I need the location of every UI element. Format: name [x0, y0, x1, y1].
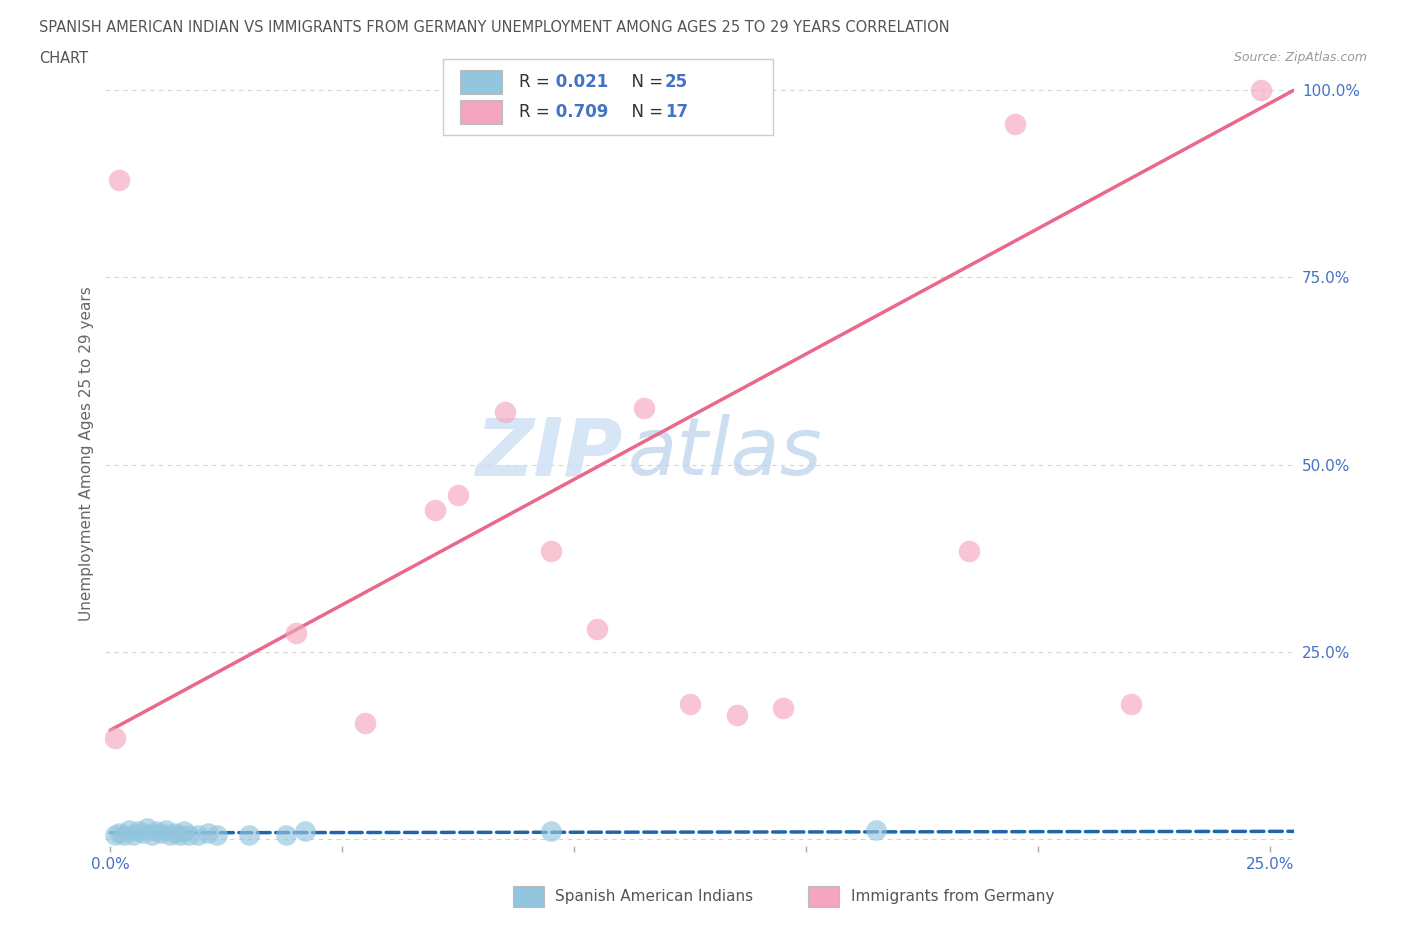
- Point: [205, 828, 228, 843]
- Point: [772, 700, 794, 715]
- Text: N =: N =: [621, 102, 669, 121]
- Point: [159, 828, 181, 843]
- Point: [276, 828, 298, 843]
- Text: SPANISH AMERICAN INDIAN VS IMMIGRANTS FROM GERMANY UNEMPLOYMENT AMONG AGES 25 TO: SPANISH AMERICAN INDIAN VS IMMIGRANTS FR…: [39, 20, 950, 35]
- Point: [187, 828, 209, 843]
- Point: [108, 173, 131, 188]
- Point: [141, 828, 163, 843]
- Point: [294, 824, 316, 839]
- Point: [122, 828, 145, 843]
- Point: [447, 487, 470, 502]
- Text: ZIP: ZIP: [475, 415, 623, 492]
- Point: [865, 822, 887, 837]
- Point: [725, 708, 748, 723]
- Point: [494, 405, 516, 419]
- Y-axis label: Unemployment Among Ages 25 to 29 years: Unemployment Among Ages 25 to 29 years: [79, 286, 94, 620]
- Text: atlas: atlas: [628, 415, 823, 492]
- Text: 0.021: 0.021: [550, 73, 607, 91]
- Text: 25: 25: [665, 73, 688, 91]
- Point: [131, 826, 153, 841]
- Point: [284, 626, 307, 641]
- Point: [586, 622, 609, 637]
- Point: [173, 824, 195, 839]
- Point: [354, 715, 377, 730]
- Point: [633, 401, 655, 416]
- Point: [136, 820, 159, 835]
- Point: [679, 697, 702, 711]
- Point: [150, 826, 173, 841]
- Text: 0.709: 0.709: [550, 102, 609, 121]
- Text: R =: R =: [519, 73, 555, 91]
- Point: [155, 822, 177, 837]
- Text: 17: 17: [665, 102, 688, 121]
- Text: R =: R =: [519, 102, 555, 121]
- Point: [957, 543, 980, 558]
- Point: [197, 826, 219, 841]
- Point: [1004, 116, 1026, 131]
- Text: Spanish American Indians: Spanish American Indians: [555, 889, 754, 904]
- Point: [1119, 697, 1142, 711]
- Text: N =: N =: [621, 73, 669, 91]
- Point: [177, 828, 200, 843]
- Point: [169, 828, 191, 843]
- Point: [540, 543, 562, 558]
- Point: [1250, 83, 1272, 98]
- Point: [104, 730, 127, 745]
- Text: CHART: CHART: [39, 51, 89, 66]
- Text: Source: ZipAtlas.com: Source: ZipAtlas.com: [1233, 51, 1367, 64]
- Point: [104, 828, 127, 843]
- Point: [165, 826, 187, 841]
- Point: [540, 824, 562, 839]
- Point: [127, 824, 149, 839]
- Point: [423, 502, 446, 517]
- Point: [238, 828, 260, 843]
- Point: [145, 824, 167, 839]
- Text: Immigrants from Germany: Immigrants from Germany: [851, 889, 1054, 904]
- Point: [108, 826, 131, 841]
- Point: [112, 828, 135, 843]
- Point: [118, 822, 141, 837]
